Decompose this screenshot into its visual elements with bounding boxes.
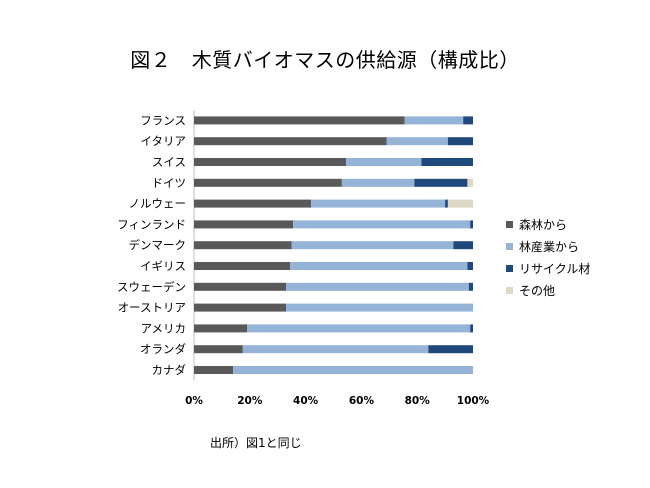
bar-segment-recycle (467, 262, 473, 270)
category-label: ドイツ (152, 176, 187, 190)
legend-label-recycle: リサイクル材 (519, 262, 591, 276)
bar-segment-industry (386, 137, 448, 146)
bar-segment-industry (290, 262, 468, 270)
bar-segment-recycle (468, 282, 473, 291)
bar-segment-forest (194, 345, 243, 354)
legend-item-recycle: リサイクル材 (506, 260, 590, 277)
category-label: フランス (140, 113, 186, 127)
category-label: ノルウェー (129, 197, 187, 211)
bar-segment-recycle (453, 241, 473, 250)
bar-segment-industry (346, 158, 422, 166)
category-label: イタリア (140, 134, 186, 148)
legend-item-other: その他 (506, 282, 555, 299)
category-label: デンマーク (129, 238, 187, 252)
bar-segment-other (447, 199, 473, 208)
bar-segment-forest (194, 262, 291, 270)
bar-segment-forest (194, 137, 387, 146)
bar-segment-recycle (463, 116, 473, 125)
legend-swatch-forest (506, 221, 513, 228)
bar-segment-recycle (470, 220, 473, 229)
category-label: イギリス (140, 259, 186, 273)
bar-segment-industry (311, 199, 446, 208)
bar-segment-forest (194, 303, 287, 312)
bar-segment-forest (194, 324, 248, 333)
legend-swatch-recycle (506, 265, 513, 272)
bar-segment-industry (286, 282, 469, 291)
x-tick-label: 60% (349, 395, 375, 407)
category-label: スウェーデン (117, 280, 186, 294)
category-label: カナダ (152, 363, 187, 377)
bar-segment-forest (194, 366, 234, 374)
bar-segment-other (467, 178, 473, 187)
x-tick-label: 100% (457, 395, 490, 407)
bar-segment-forest (194, 158, 347, 166)
bar-segment-forest (194, 220, 294, 229)
x-tick-label: 80% (405, 395, 431, 407)
category-label: オランダ (140, 342, 186, 356)
bar-segment-industry (291, 241, 454, 250)
legend-swatch-other (506, 287, 513, 294)
bar-segment-forest (194, 116, 405, 125)
legend-label-forest: 森林から (519, 218, 568, 232)
x-tick-label: 0% (185, 395, 203, 407)
bar-segment-forest (194, 282, 287, 291)
bar-segment-industry (341, 178, 415, 187)
x-tick-label: 40% (293, 395, 319, 407)
bar-segment-recycle (414, 178, 468, 187)
legend-swatch-industry (506, 243, 513, 250)
bar-segment-recycle (470, 324, 473, 333)
bar-segment-forest (194, 199, 312, 208)
bar-segment-recycle (428, 345, 473, 354)
category-label: フィンランド (117, 217, 186, 231)
bar-segment-forest (194, 241, 292, 250)
chart-title: 図２ 木質バイオマスの供給源（構成比） (130, 48, 520, 72)
category-label: オーストリア (118, 301, 186, 315)
bar-segment-industry (404, 116, 464, 125)
bar-segment-recycle (421, 158, 473, 166)
bar-segment-recycle (447, 137, 473, 146)
source-note: 出所）図1と同じ (210, 436, 302, 450)
bar-segment-industry (293, 220, 471, 229)
bar-segment-forest (194, 178, 342, 187)
legend-label-industry: 林産業から (519, 240, 580, 254)
legend-label-other: その他 (519, 284, 556, 298)
x-tick-label: 20% (237, 395, 263, 407)
bar-segment-industry (286, 303, 473, 312)
category-label: スイス (152, 155, 186, 169)
bar-segment-industry (247, 324, 471, 333)
legend-item-industry: 林産業から (506, 238, 579, 255)
bar-segment-industry (233, 366, 473, 374)
legend-item-forest: 森林から (506, 216, 567, 233)
bar-segment-recycle (445, 199, 448, 208)
bar-segment-industry (242, 345, 429, 354)
category-label: アメリカ (141, 321, 186, 335)
